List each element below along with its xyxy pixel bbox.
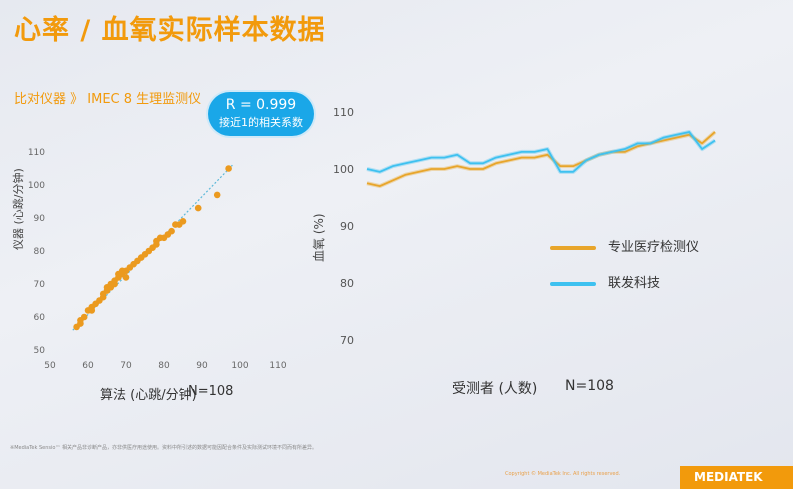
- scatter-point: [88, 307, 96, 314]
- y-tick-label: 90: [340, 220, 354, 233]
- y-tick-label: 100: [333, 163, 354, 176]
- y-tick-label: 80: [340, 277, 354, 290]
- right-chart-xlabel: 受测者 (人数): [452, 381, 538, 397]
- footnote: ※MediaTek Sensio™ 相关产品非诊断产品，亦非供医疗用途使用。资料…: [10, 445, 318, 451]
- legend-item-mediatek: 联发科技: [550, 272, 660, 291]
- y-tick-label: 70: [34, 280, 46, 290]
- scatter-point: [213, 191, 221, 199]
- y-tick-label: 50: [34, 346, 46, 356]
- correlation-badge: R = 0.999 接近1的相关系数: [208, 92, 314, 136]
- scatter-point: [80, 313, 88, 321]
- scatter-point: [122, 274, 130, 281]
- y-tick-label: 80: [34, 247, 46, 257]
- x-tick-label: 110: [269, 361, 286, 371]
- y-tick-label: 90: [34, 214, 46, 224]
- left-chart-ylabel: 仪器 (心跳/分钟): [12, 168, 25, 250]
- scatter-point: [194, 204, 202, 212]
- series-line-1: [366, 131, 716, 173]
- x-tick-label: 50: [44, 361, 56, 371]
- x-tick-label: 70: [120, 361, 132, 371]
- y-tick-label: 100: [28, 181, 45, 191]
- scatter-point: [168, 227, 175, 235]
- y-tick-label: 60: [34, 313, 46, 323]
- x-tick-label: 90: [196, 361, 208, 371]
- right-chart-ylabel: 血氧 (%): [312, 213, 326, 262]
- y-tick-label: 70: [340, 334, 354, 347]
- correlation-description: 接近1的相关系数: [219, 116, 303, 129]
- page-title: 心率 / 血氧实际样本数据: [14, 15, 326, 46]
- left-chart-n: N=108: [188, 384, 234, 399]
- right-chart-n: N=108: [565, 378, 614, 394]
- correlation-value: R = 0.999: [225, 97, 297, 113]
- page-subtitle: 比对仪器 》 IMEC 8 生理监测仪: [14, 92, 202, 107]
- scatter-point: [179, 218, 187, 225]
- mediatek-logo: MEDIATEK: [680, 466, 793, 489]
- y-tick-label: 110: [28, 148, 45, 158]
- x-tick-label: 100: [231, 361, 248, 371]
- legend-swatch-orange: [550, 245, 596, 250]
- scatter-point: [225, 165, 232, 172]
- x-tick-label: 60: [82, 361, 94, 371]
- copyright: Copyright © MediaTek Inc. All rights res…: [505, 471, 621, 477]
- legend-swatch-blue: [550, 281, 596, 286]
- legend-item-medical: 专业医疗检测仪: [550, 236, 699, 255]
- y-tick-label: 110: [333, 106, 354, 119]
- series-line-0: [366, 131, 716, 188]
- x-tick-label: 80: [158, 361, 170, 371]
- left-chart-xlabel: 算法 (心跳/分钟): [100, 388, 197, 403]
